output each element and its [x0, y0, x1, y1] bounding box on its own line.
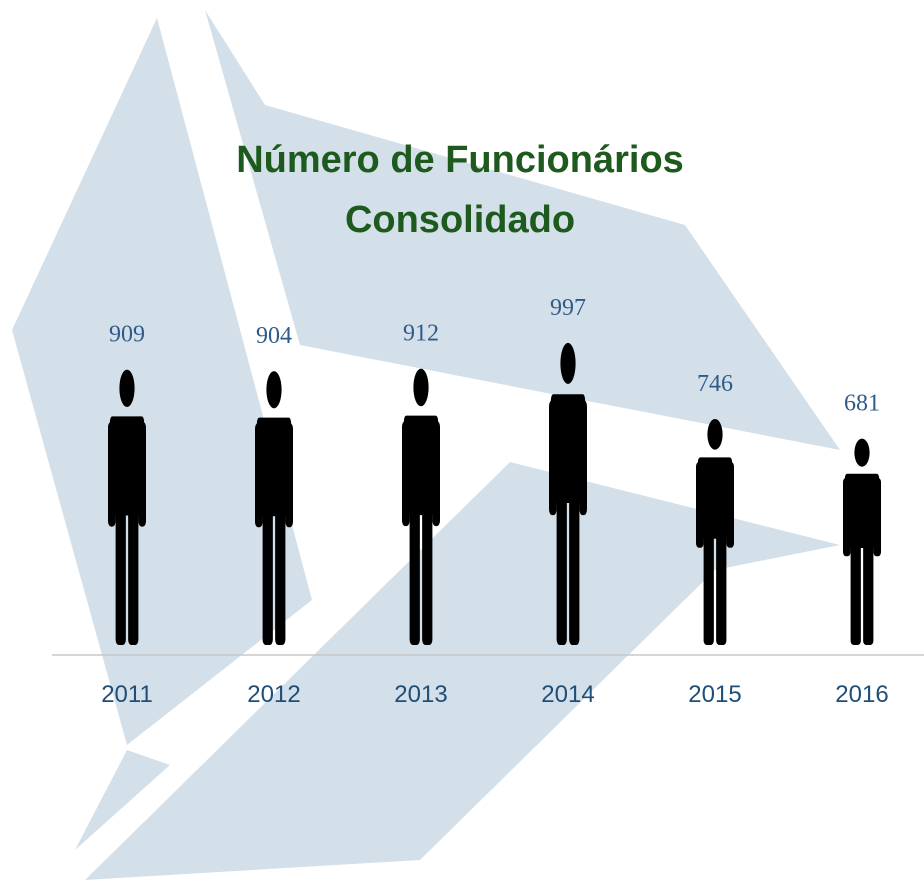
x-tick-label: 2012: [247, 681, 300, 708]
page: 2011 909 2012 904 2013 912 2014 997 2015 746 2016 6…: [0, 0, 924, 883]
figure-arm: [138, 422, 146, 527]
figure-arm: [579, 400, 587, 515]
value-label: 912: [403, 321, 439, 347]
figure-head: [266, 371, 281, 408]
figure-leg: [263, 508, 273, 645]
figure-leg: [422, 507, 432, 645]
chart-title: Número de Funcionários Consolidado: [200, 130, 720, 250]
figure-arm: [255, 423, 263, 527]
figure-leg: [557, 494, 567, 645]
value-label: 681: [844, 391, 880, 417]
figure-head: [707, 419, 722, 450]
value-label: 904: [256, 323, 292, 349]
figure-leg: [863, 542, 873, 645]
value-label: 746: [697, 371, 733, 397]
figure-head: [119, 370, 134, 407]
x-tick-label: 2011: [101, 681, 153, 708]
figure-leg: [275, 508, 285, 645]
figure-head: [560, 343, 575, 384]
x-tick-label: 2014: [541, 681, 594, 708]
figure-leg: [716, 532, 726, 645]
figure-arm: [726, 462, 734, 548]
figure-arm: [873, 478, 881, 556]
figure-arm: [285, 423, 293, 527]
figure-leg: [851, 542, 861, 645]
figure-arm: [402, 421, 410, 526]
figure-arm: [108, 422, 116, 527]
figure-leg: [410, 507, 420, 645]
x-tick-label: 2013: [394, 681, 447, 708]
x-tick-label: 2016: [835, 681, 888, 708]
person-figure: [696, 419, 734, 645]
value-label: 997: [550, 295, 586, 321]
figure-leg: [569, 494, 579, 645]
value-label: 909: [109, 322, 145, 348]
figure-arm: [432, 421, 440, 526]
x-tick-label: 2015: [688, 681, 741, 708]
figure-leg: [128, 507, 138, 645]
person-figure: [843, 439, 881, 645]
figure-arm: [696, 462, 704, 548]
figure-leg: [116, 507, 126, 645]
figure-arm: [549, 400, 557, 515]
figure-arm: [843, 478, 851, 556]
figure-leg: [704, 532, 714, 645]
figure-head: [413, 369, 428, 407]
figure-head: [854, 439, 869, 467]
